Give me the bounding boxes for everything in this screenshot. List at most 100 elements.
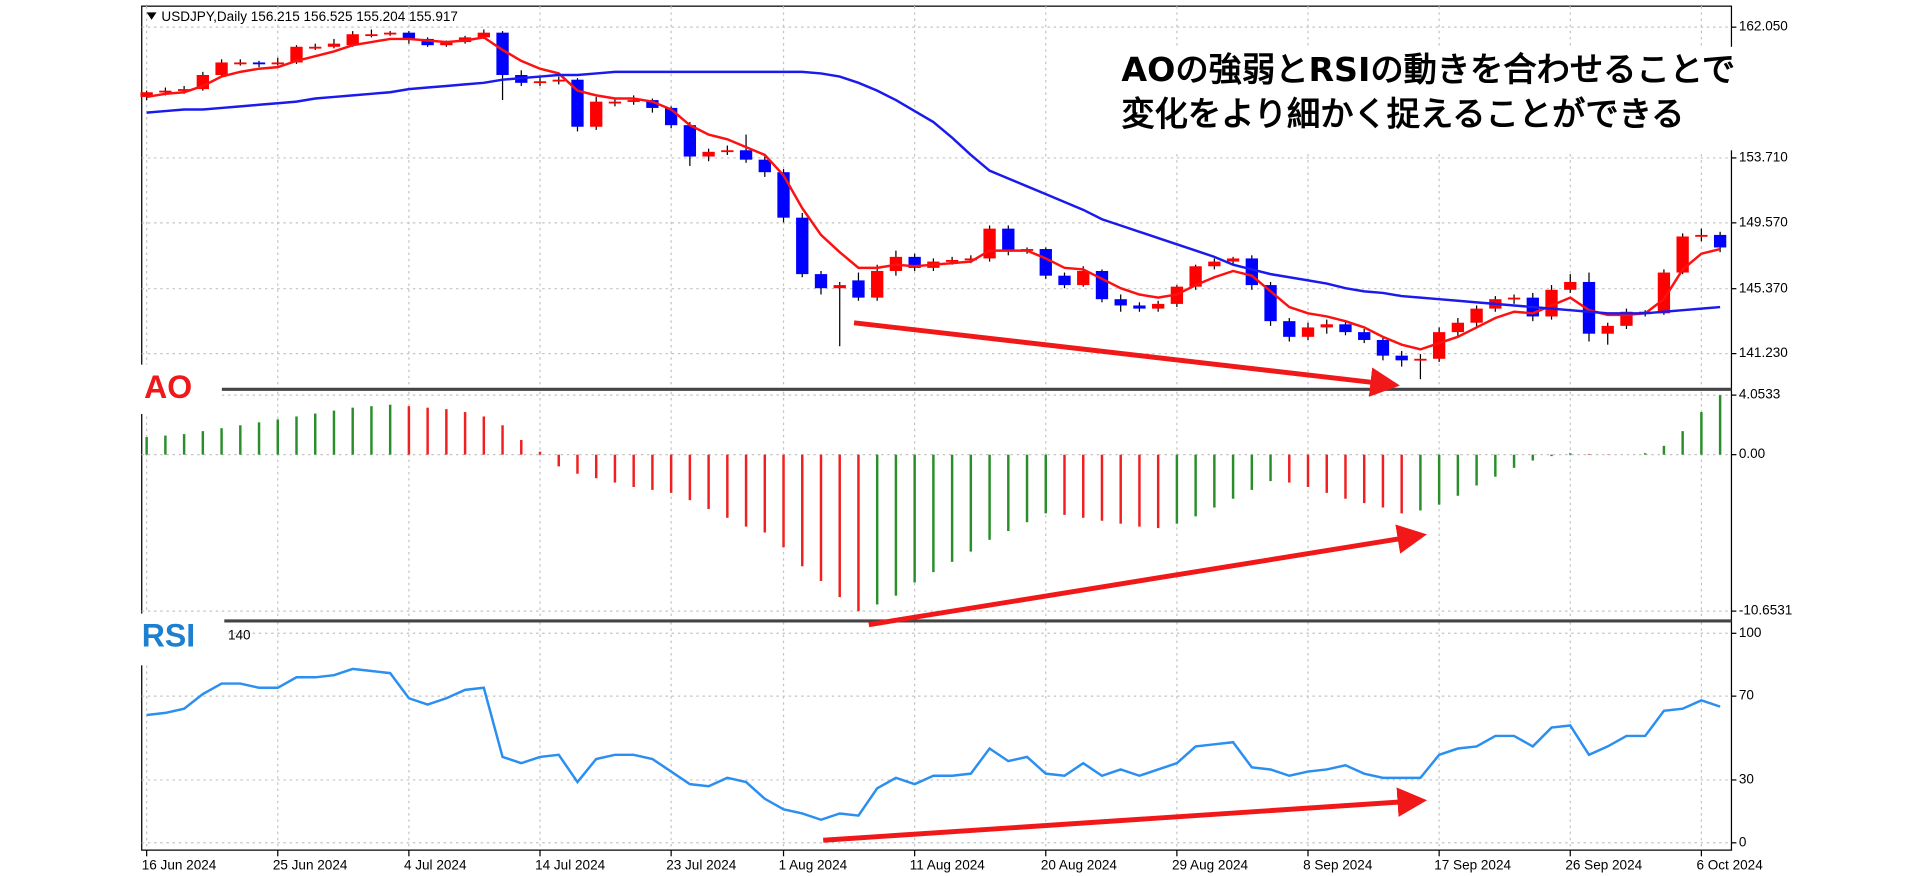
ao-bar: [239, 425, 242, 455]
ao-bar: [1156, 454, 1160, 529]
ao-bar: [295, 416, 298, 455]
ao-bar: [1662, 445, 1666, 455]
ao-bar: [1362, 454, 1366, 504]
ao-bar: [651, 454, 654, 490]
ao-bar: [1269, 454, 1272, 482]
ao-bar: [726, 454, 729, 518]
y-tick-label: -10.6531: [1739, 603, 1792, 618]
ao-bar: [557, 454, 560, 467]
candle-body: [1189, 266, 1202, 287]
ao-bar: [1381, 454, 1385, 508]
ao-bar: [1475, 454, 1478, 486]
x-tick-label: 23 Jul 2024: [666, 858, 737, 873]
moving-average: [146, 36, 1721, 351]
x-tick-label: 29 Aug 2024: [1172, 858, 1249, 873]
ao-bar: [1044, 454, 1048, 514]
candle-body: [1058, 275, 1071, 286]
candle-body: [945, 260, 959, 262]
ao-bar: [1007, 454, 1010, 532]
candle-body: [1133, 305, 1146, 309]
candle-body: [1002, 228, 1015, 251]
ao-bar: [1587, 453, 1591, 455]
ao-bar: [576, 454, 579, 474]
ao-bar: [1306, 454, 1310, 487]
ao-bar: [1718, 395, 1722, 455]
candle-body: [140, 92, 153, 97]
ao-bar: [913, 454, 916, 583]
candle-body: [252, 62, 266, 65]
ao-bar: [838, 454, 841, 598]
candle-body: [852, 280, 865, 298]
candle-body: [1414, 358, 1427, 361]
y-tick-label: 4.0533: [1739, 387, 1780, 402]
candle-body: [309, 46, 322, 49]
ao-bar: [1175, 454, 1179, 524]
ao-bar: [1194, 454, 1197, 517]
candle-body: [702, 151, 715, 157]
candle-body: [758, 159, 771, 173]
ao-bar: [763, 454, 767, 533]
arrow: [823, 787, 1428, 843]
candle-body: [1507, 297, 1521, 300]
x-tick-label: 16 Jun 2024: [142, 858, 217, 873]
ao-bar: [1643, 453, 1647, 455]
ao-bar: [351, 407, 354, 455]
candle-body: [1039, 249, 1052, 276]
candle-body: [533, 81, 547, 84]
ao-bar: [894, 454, 898, 596]
ao-bar: [1681, 431, 1684, 455]
annotation-box: [1114, 46, 1800, 151]
candle-body: [871, 270, 884, 298]
candle-body: [683, 125, 697, 157]
y-tick-label: 0.00: [1739, 446, 1765, 461]
rsi-sublabel: 140: [228, 627, 251, 642]
ao-bar: [257, 422, 261, 455]
rsi-line: [146, 667, 1721, 822]
ao-bar: [1569, 453, 1572, 455]
candle-body: [327, 43, 341, 47]
candle-body: [477, 32, 490, 38]
x-tick-label: 14 Jul 2024: [535, 858, 606, 873]
y-tick-label: 162.050: [1739, 19, 1788, 34]
candle-body: [590, 101, 603, 127]
ao-bar: [164, 435, 167, 455]
candle-body: [1601, 325, 1614, 334]
candle-body: [1320, 324, 1333, 328]
candle-body: [1376, 339, 1390, 356]
ao-bar: [1512, 454, 1516, 468]
candle-body: [440, 42, 453, 46]
ao-bar: [520, 439, 523, 455]
candle-body: [271, 62, 284, 65]
ao-bar: [857, 454, 860, 612]
ao-bar: [1494, 454, 1497, 477]
candle-body: [1657, 272, 1671, 314]
ao-bar: [201, 431, 205, 455]
candle-body: [159, 90, 172, 93]
ao-bar: [950, 454, 954, 562]
arrow: [853, 320, 1400, 397]
ao-label: AO: [144, 369, 192, 405]
annotation: AOの強弱とRSIの動きを合わせることで: [1121, 50, 1735, 89]
title-marker: [146, 12, 157, 20]
x-tick-label: 1 Aug 2024: [779, 858, 848, 873]
ao-bar: [1231, 454, 1235, 499]
ao-bar: [1700, 412, 1703, 455]
ao-bar: [1025, 454, 1029, 523]
ao-bar: [220, 428, 223, 455]
ao-bar: [875, 454, 879, 605]
candle-body: [552, 79, 565, 82]
ao-bar: [463, 412, 467, 455]
ao-bar: [801, 454, 804, 567]
y-tick-label: 145.370: [1739, 280, 1788, 295]
ao-bar: [782, 454, 785, 548]
candle-body: [721, 150, 734, 153]
candle-body: [177, 89, 191, 91]
candle-body: [646, 100, 659, 108]
ao-bar: [276, 419, 280, 455]
ao-bar: [1400, 454, 1403, 514]
candle-body: [908, 256, 921, 268]
ao-bar: [482, 416, 486, 455]
